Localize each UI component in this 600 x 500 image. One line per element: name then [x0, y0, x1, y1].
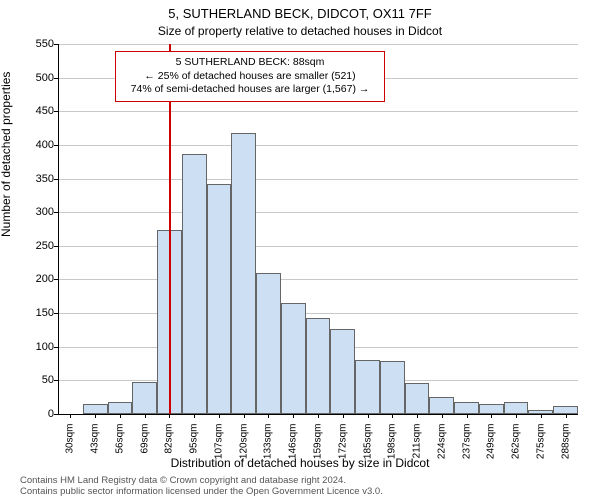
y-tick-label: 500	[14, 72, 54, 84]
y-tick-label: 450	[14, 105, 54, 117]
chart-subtitle: Size of property relative to detached ho…	[0, 24, 600, 38]
y-tick-mark	[54, 380, 58, 381]
x-tick-mark	[169, 414, 170, 418]
x-tick-label: 288sqm	[560, 424, 571, 484]
y-tick-label: 400	[14, 139, 54, 151]
histogram-bar	[182, 154, 207, 414]
x-tick-mark	[268, 414, 269, 418]
x-tick-mark	[95, 414, 96, 418]
x-tick-mark	[467, 414, 468, 418]
histogram-bar	[405, 383, 430, 414]
x-tick-label: 262sqm	[511, 424, 522, 484]
histogram-bar	[330, 329, 355, 414]
grid-line	[58, 246, 578, 247]
x-tick-mark	[392, 414, 393, 418]
histogram-bar	[479, 404, 504, 414]
chart-title: 5, SUTHERLAND BECK, DIDCOT, OX11 7FF	[0, 6, 600, 21]
histogram-bar	[355, 360, 380, 414]
grid-line	[58, 44, 578, 45]
grid-line	[58, 145, 578, 146]
x-tick-label: 198sqm	[387, 424, 398, 484]
x-tick-label: 275sqm	[535, 424, 546, 484]
x-tick-mark	[516, 414, 517, 418]
y-tick-label: 0	[14, 408, 54, 420]
y-tick-label: 150	[14, 307, 54, 319]
x-tick-label: 224sqm	[436, 424, 447, 484]
histogram-bar	[380, 361, 405, 414]
grid-line	[58, 179, 578, 180]
histogram-chart: 5, SUTHERLAND BECK, DIDCOT, OX11 7FF Siz…	[0, 0, 600, 500]
x-tick-label: 237sqm	[461, 424, 472, 484]
x-tick-mark	[194, 414, 195, 418]
x-tick-mark	[417, 414, 418, 418]
histogram-bar	[231, 133, 256, 414]
histogram-bar	[281, 303, 306, 414]
x-tick-mark	[244, 414, 245, 418]
info-line: 74% of semi-detached houses are larger (…	[124, 83, 376, 97]
y-tick-mark	[54, 414, 58, 415]
x-tick-mark	[219, 414, 220, 418]
info-line: 5 SUTHERLAND BECK: 88sqm	[124, 56, 376, 70]
x-tick-mark	[120, 414, 121, 418]
y-tick-mark	[54, 212, 58, 213]
x-tick-label: 249sqm	[486, 424, 497, 484]
histogram-bar	[429, 397, 454, 414]
footer-line: Contains public sector information licen…	[20, 487, 383, 498]
histogram-bar	[207, 184, 232, 414]
x-tick-mark	[566, 414, 567, 418]
grid-line	[58, 111, 578, 112]
y-tick-label: 300	[14, 206, 54, 218]
y-tick-label: 50	[14, 374, 54, 386]
y-tick-label: 100	[14, 341, 54, 353]
histogram-bar	[306, 318, 331, 414]
x-tick-label: 185sqm	[362, 424, 373, 484]
x-tick-label: 211sqm	[412, 424, 423, 484]
grid-line	[58, 313, 578, 314]
x-tick-mark	[541, 414, 542, 418]
y-tick-mark	[54, 313, 58, 314]
x-tick-mark	[343, 414, 344, 418]
y-axis-line	[58, 44, 59, 414]
y-axis-title: Number of detached properties	[0, 72, 13, 237]
x-tick-mark	[491, 414, 492, 418]
y-tick-mark	[54, 179, 58, 180]
histogram-bar	[553, 406, 578, 414]
y-tick-mark	[54, 279, 58, 280]
histogram-bar	[454, 402, 479, 414]
y-tick-mark	[54, 246, 58, 247]
y-tick-label: 250	[14, 240, 54, 252]
y-tick-mark	[54, 145, 58, 146]
info-line: ← 25% of detached houses are smaller (52…	[124, 70, 376, 84]
y-tick-mark	[54, 44, 58, 45]
y-tick-label: 350	[14, 173, 54, 185]
marker-info-box: 5 SUTHERLAND BECK: 88sqm ← 25% of detach…	[115, 51, 385, 102]
y-tick-mark	[54, 347, 58, 348]
histogram-bar	[256, 273, 281, 414]
y-tick-label: 200	[14, 273, 54, 285]
y-tick-mark	[54, 111, 58, 112]
x-tick-mark	[70, 414, 71, 418]
attribution-footer: Contains HM Land Registry data © Crown c…	[20, 476, 383, 498]
x-tick-mark	[368, 414, 369, 418]
x-axis-title: Distribution of detached houses by size …	[0, 456, 600, 470]
x-tick-mark	[145, 414, 146, 418]
x-tick-mark	[293, 414, 294, 418]
y-tick-label: 550	[14, 38, 54, 50]
grid-line	[58, 279, 578, 280]
histogram-bar	[108, 402, 133, 414]
histogram-bar	[83, 404, 108, 414]
histogram-bar	[132, 382, 157, 414]
x-tick-mark	[442, 414, 443, 418]
y-tick-mark	[54, 78, 58, 79]
x-tick-mark	[318, 414, 319, 418]
grid-line	[58, 212, 578, 213]
histogram-bar	[504, 402, 529, 414]
